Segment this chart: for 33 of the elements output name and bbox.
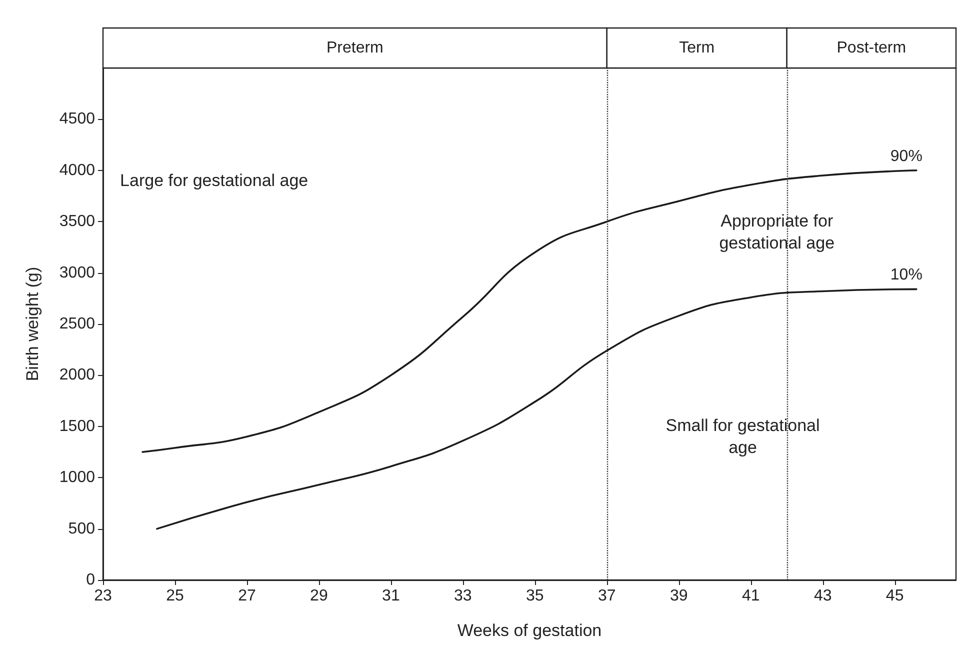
y-tick-label: 1500	[59, 418, 96, 435]
x-tick-label: 25	[166, 588, 184, 604]
y-tick-label: 3000	[59, 264, 96, 282]
x-tick-label: 33	[454, 588, 472, 604]
text: Term	[679, 40, 715, 56]
x-tick-label: 27	[238, 588, 256, 604]
y-tick-label: 2000	[59, 366, 96, 384]
text: Preterm	[326, 40, 384, 56]
annotation: Appropriate for gestational age	[719, 211, 835, 252]
x-tick-label: 23	[94, 588, 112, 604]
series-label: 90%	[890, 148, 922, 165]
x-tick-label: 45	[886, 588, 904, 604]
x-tick-label: 43	[814, 588, 832, 604]
y-tick-label: 2500	[59, 316, 96, 332]
annotation: Large for gestational age	[120, 171, 308, 190]
x-tick-label: 37	[598, 588, 616, 604]
x-axis-title: Weeks of gestation	[457, 621, 602, 640]
x-tick-label: 41	[742, 588, 760, 604]
series-label: 10%	[890, 266, 922, 284]
y-tick-label: 3500	[59, 213, 96, 230]
y-tick-label: 4000	[59, 162, 96, 179]
x-tick-label: 39	[670, 588, 688, 604]
annotation: Small for gestational age	[666, 416, 820, 458]
y-tick-label: 0	[86, 572, 96, 588]
x-tick-label: 35	[526, 588, 544, 604]
x-tick-label: 31	[382, 588, 400, 604]
y-tick-label: 1000	[59, 469, 96, 486]
y-tick-label: 500	[68, 520, 96, 538]
x-tick-label: 29	[310, 588, 328, 604]
text: Post-term	[836, 40, 906, 56]
y-axis-title: Birth weight (g)	[23, 266, 42, 382]
y-tick-label: 4500	[59, 110, 96, 128]
line-series	[156, 288, 918, 530]
